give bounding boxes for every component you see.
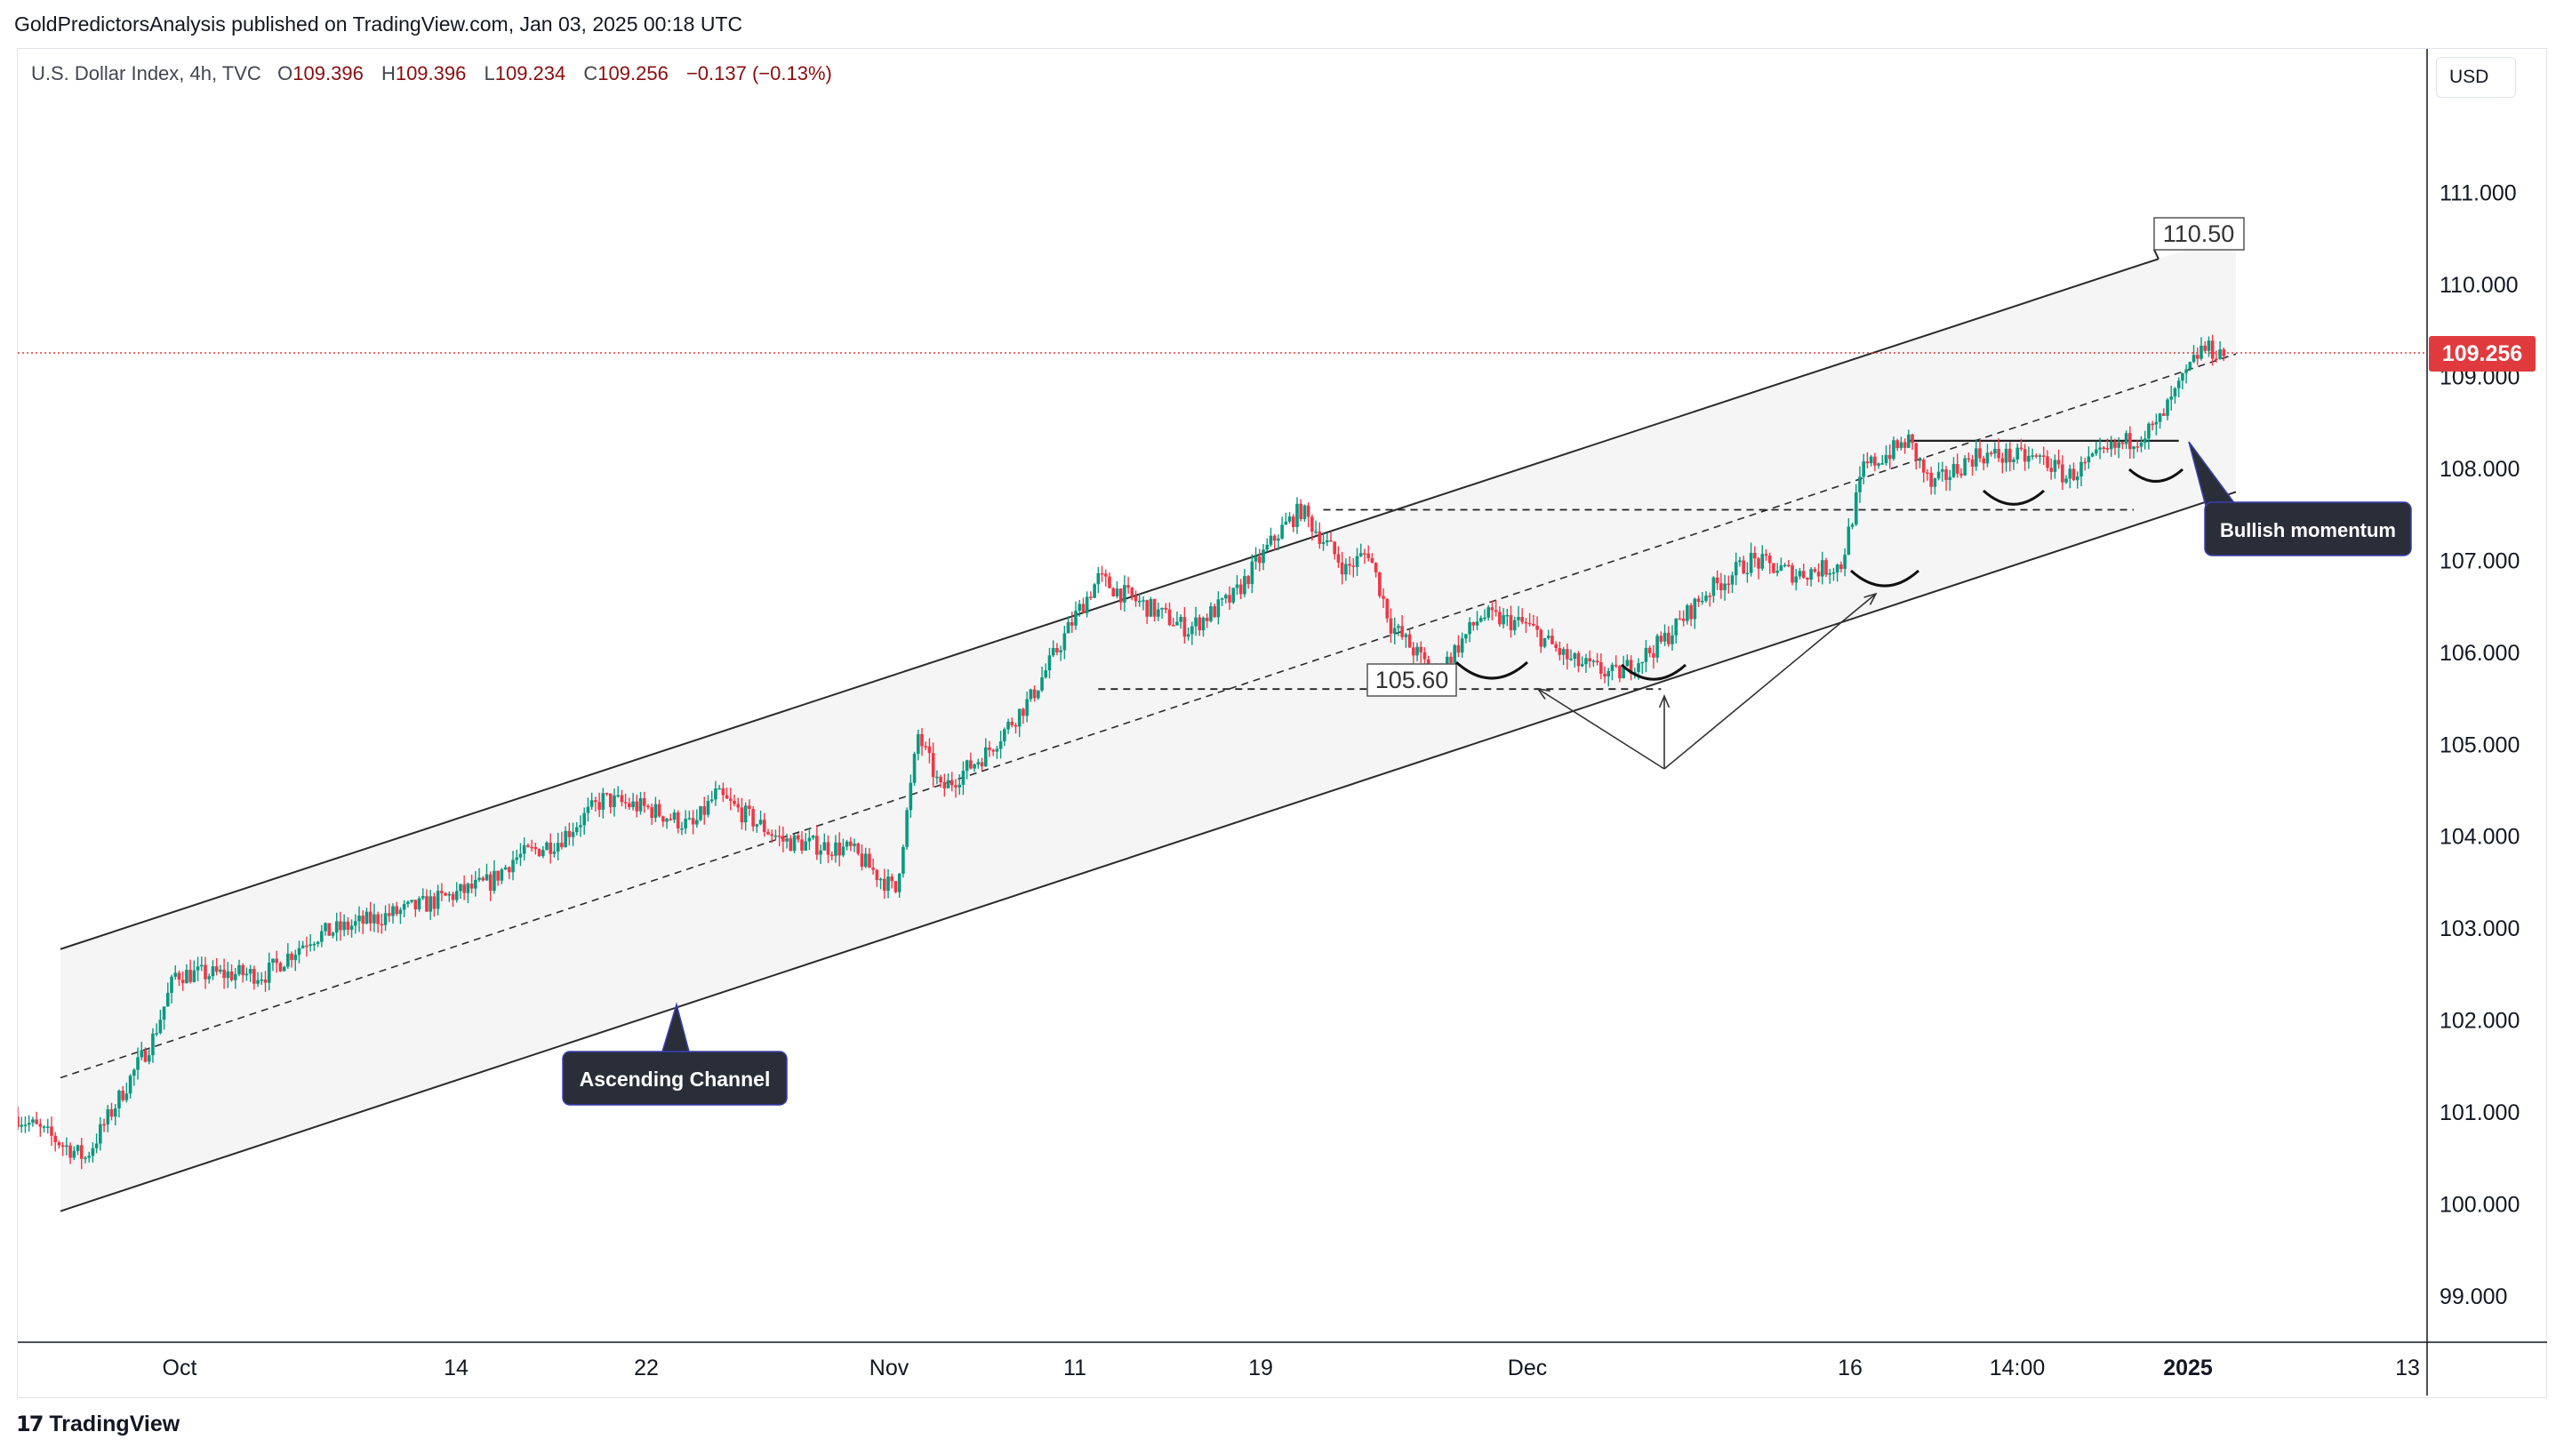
chart-frame (17, 48, 2547, 1398)
last-price-tag: 109.256 (2429, 336, 2536, 372)
close-value: 109.256 (597, 62, 669, 84)
high-label: H (381, 62, 396, 84)
high-value: 109.396 (395, 62, 467, 84)
published-line: GoldPredictorsAnalysis published on Trad… (14, 12, 743, 36)
change-value: −0.137 (−0.13%) (685, 62, 832, 84)
open-value: 109.396 (292, 62, 364, 84)
open-label: O (277, 62, 293, 84)
symbol-legend: U.S. Dollar Index, 4h, TVC O109.396 H109… (31, 62, 845, 85)
low-label: L (484, 62, 495, 84)
brand-name: TradingView (49, 1412, 180, 1436)
currency-button[interactable]: USD (2436, 57, 2516, 98)
low-value: 109.234 (494, 62, 566, 84)
close-label: C (583, 62, 598, 84)
symbol-name[interactable]: U.S. Dollar Index, 4h, TVC (31, 62, 261, 84)
tradingview-logo[interactable]: 𝟭𝟳 TradingView (16, 1412, 180, 1437)
tradingview-icon: 𝟭𝟳 (16, 1412, 44, 1436)
